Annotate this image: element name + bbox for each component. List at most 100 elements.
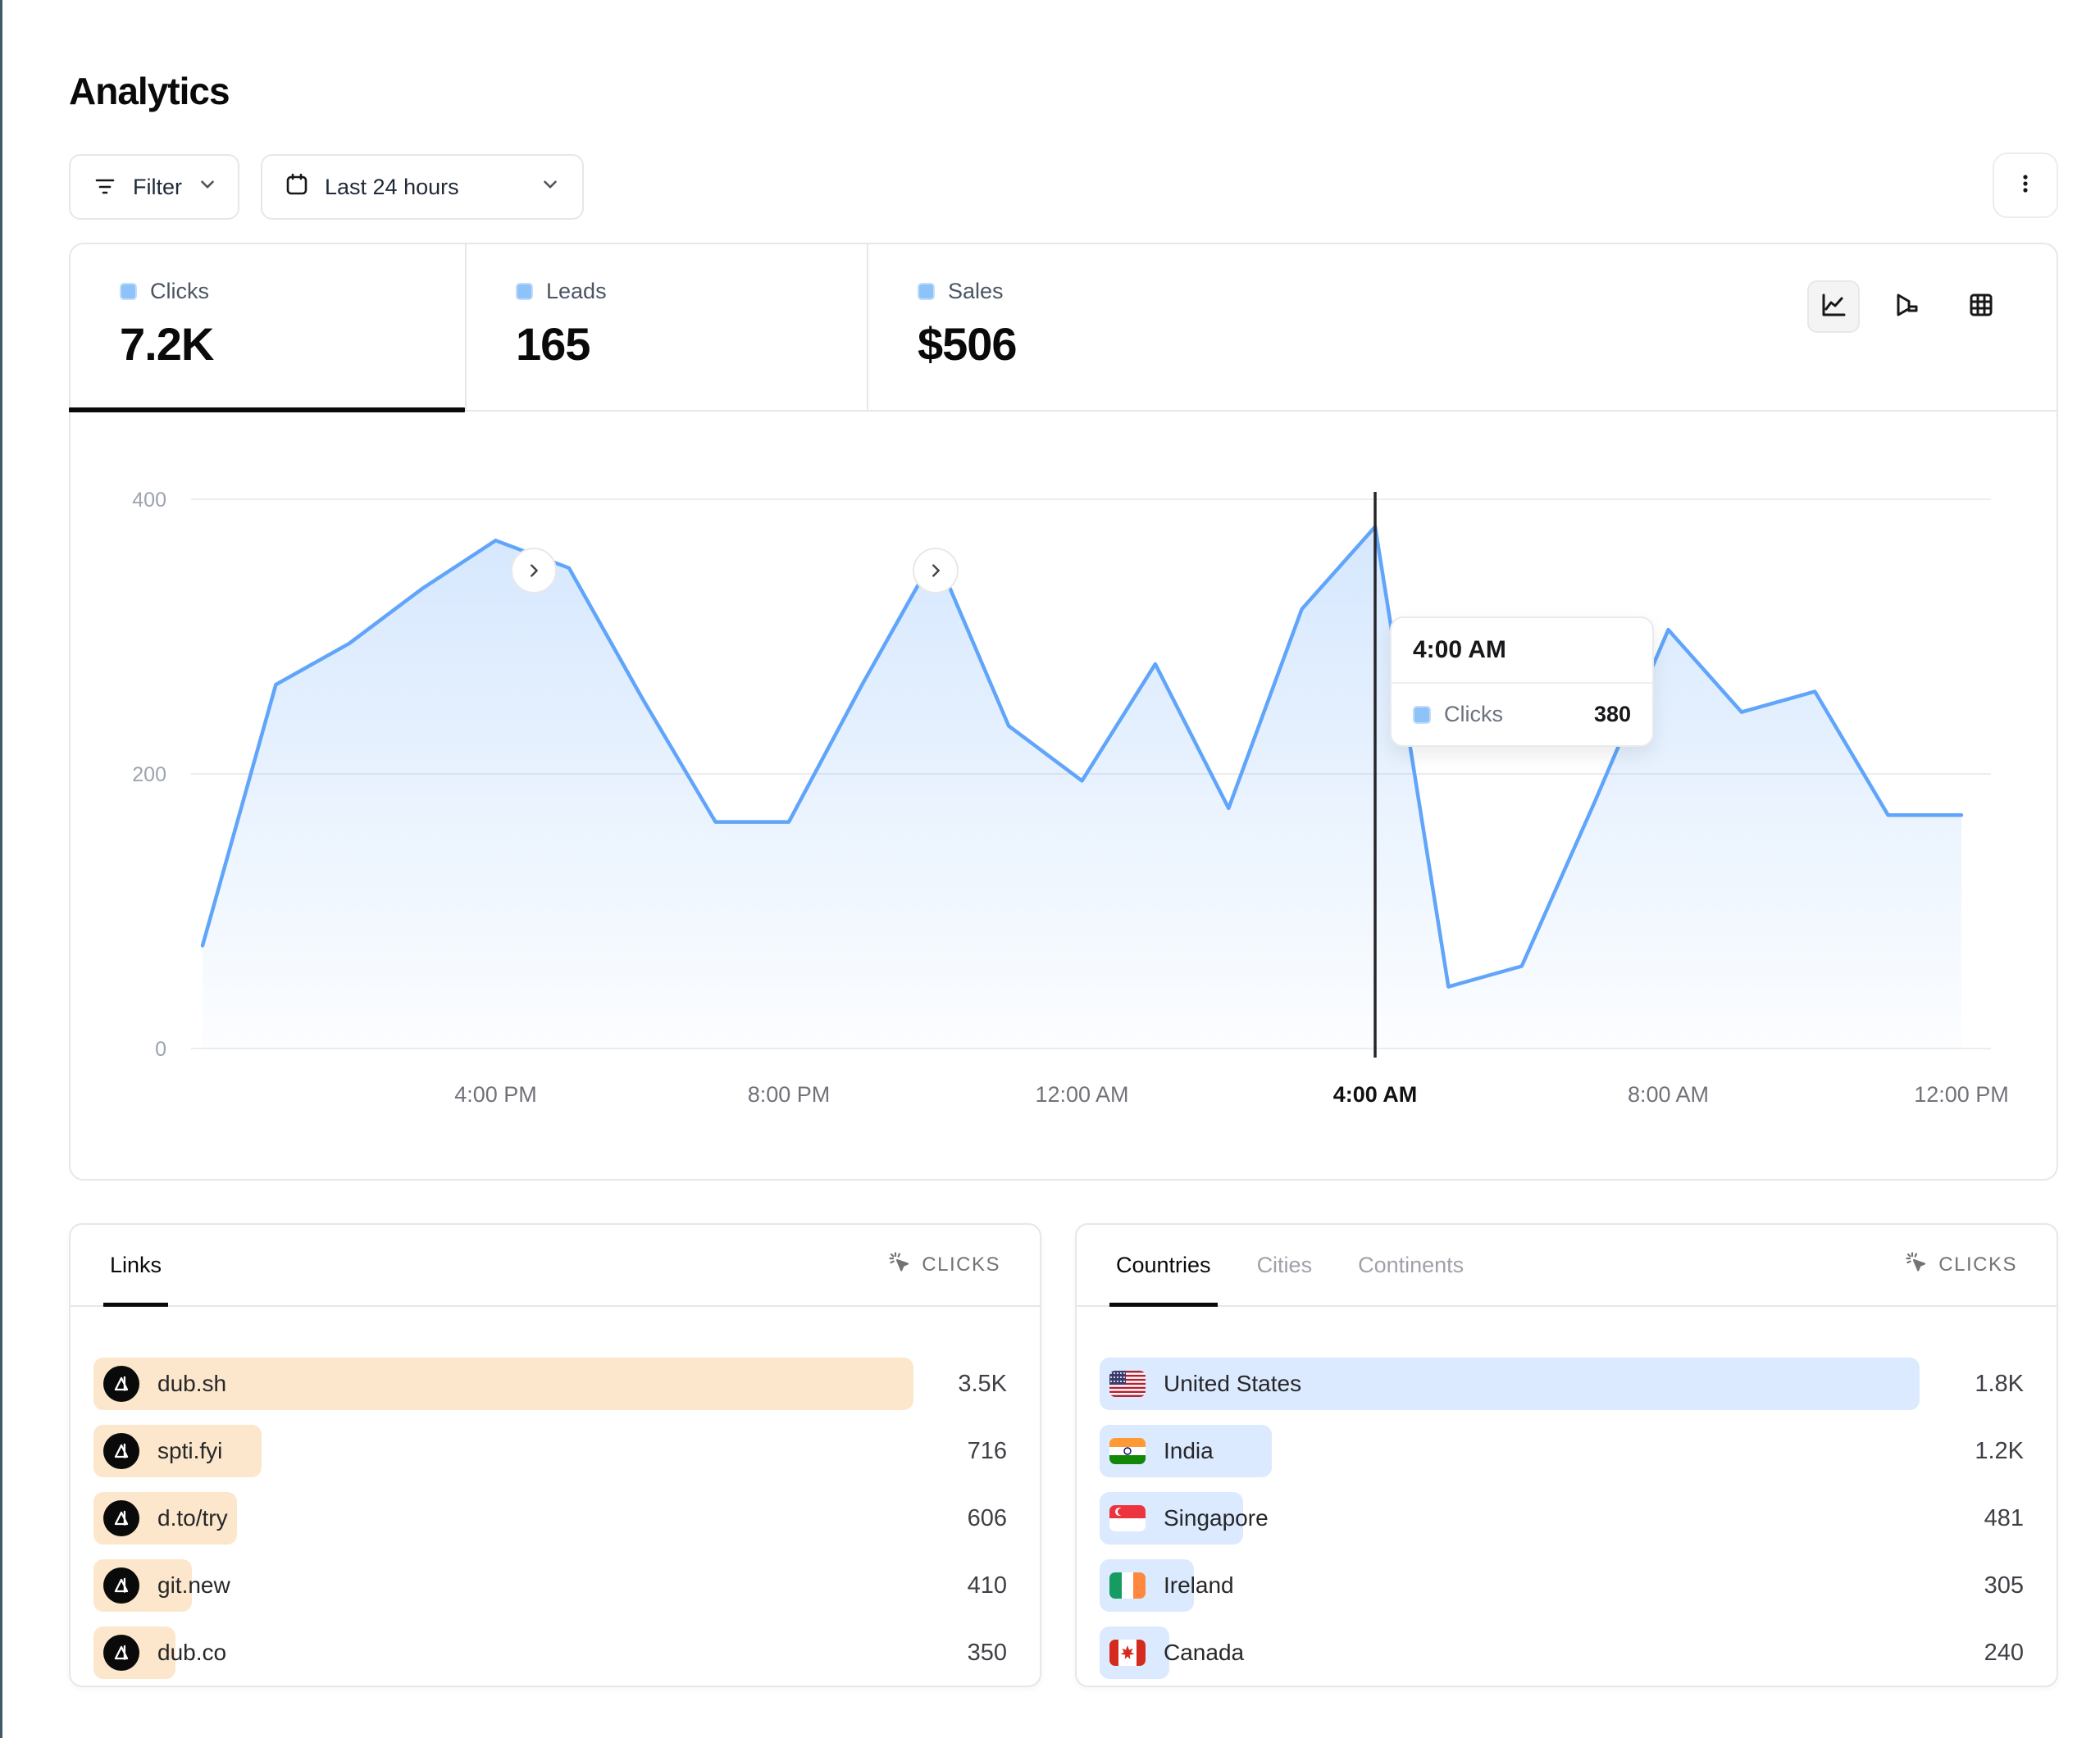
- link-label: dub.co: [157, 1640, 227, 1665]
- link-clicks-value: 716: [967, 1437, 1007, 1464]
- funnel-chart-icon: [1891, 289, 1924, 325]
- country-row[interactable]: India 1.2K: [1100, 1425, 2024, 1477]
- links-list: dub.sh 3.5K spti.fyi 716 d.to/try 606 git.new 4…: [71, 1307, 1040, 1679]
- stats-scroll-next-button[interactable]: [913, 548, 959, 594]
- dub-favicon-icon: [103, 1433, 139, 1469]
- in-flag-icon: [1109, 1438, 1146, 1464]
- stats-tabs: Clicks 7.2K Leads 165 Sales $506: [69, 244, 2057, 594]
- clicks-area-fill: [203, 526, 1961, 1049]
- leads-legend-swatch: [516, 283, 533, 300]
- countries-metric-label: CLICKS: [1938, 1253, 2017, 1276]
- country-label: Canada: [1164, 1640, 1245, 1665]
- x-axis-tick-label: 12:00 AM: [1035, 1082, 1128, 1107]
- date-range-button[interactable]: Last 24 hours: [261, 154, 584, 220]
- links-metric-label: CLICKS: [922, 1253, 1000, 1276]
- leads-total: 165: [516, 318, 590, 370]
- filter-button[interactable]: Filter: [69, 154, 239, 220]
- link-row[interactable]: dub.sh 3.5K: [93, 1358, 1007, 1410]
- sg-flag-icon: [1109, 1505, 1146, 1531]
- country-label: India: [1164, 1438, 1214, 1463]
- clicks-line: [200, 525, 1964, 989]
- dub-favicon-icon: [103, 1635, 139, 1671]
- link-row[interactable]: git.new 410: [93, 1559, 1007, 1612]
- tooltip-series-label: Clicks: [1444, 702, 1503, 726]
- countries-panel-header: Countries Cities Continents CLICKS: [1077, 1225, 2057, 1307]
- tab-links[interactable]: Links: [102, 1225, 169, 1307]
- country-row[interactable]: Ireland 305: [1100, 1559, 2024, 1612]
- tooltip-time: 4:00 AM: [1392, 618, 1652, 684]
- tooltip-value: 380: [1593, 702, 1631, 726]
- dub-favicon-icon: [103, 1567, 139, 1604]
- link-row[interactable]: dub.co 350: [93, 1627, 1007, 1679]
- cursor-click-icon: [1904, 1250, 1929, 1281]
- line-chart-icon: [1817, 289, 1850, 325]
- x-axis-tick-label: 4:00 PM: [454, 1082, 537, 1107]
- countries-panel: Countries Cities Continents CLICKS: [1075, 1223, 2058, 1687]
- analytics-chart-card: Clicks 7.2K Leads 165 Sales $506: [69, 243, 2058, 1181]
- line-chart-view-button[interactable]: [1807, 280, 1860, 333]
- clicks-legend-swatch: [120, 283, 137, 300]
- usage-bar: [1100, 1358, 1920, 1410]
- link-label: dub.sh: [157, 1371, 227, 1396]
- tooltip-legend-swatch: [1413, 705, 1431, 724]
- y-axis-tick-label: 400: [132, 489, 166, 512]
- link-clicks-value: 3.5K: [958, 1370, 1007, 1397]
- ca-flag-icon: [1109, 1640, 1146, 1666]
- more-options-button[interactable]: [1993, 152, 2058, 218]
- dub-favicon-icon: [103, 1500, 139, 1536]
- sales-total: $506: [918, 318, 1018, 370]
- usage-bar: [93, 1358, 913, 1410]
- link-label: git.new: [157, 1572, 230, 1598]
- link-row[interactable]: spti.fyi 716: [93, 1425, 1007, 1477]
- links-metric-selector[interactable]: CLICKS: [887, 1225, 1000, 1305]
- country-clicks-value: 1.2K: [1975, 1437, 2024, 1464]
- us-flag-icon: [1109, 1371, 1146, 1397]
- calendar-icon: [284, 171, 310, 203]
- country-row[interactable]: United States 1.8K: [1100, 1358, 2024, 1410]
- link-clicks-value: 606: [967, 1504, 1007, 1531]
- date-range-label: Last 24 hours: [325, 174, 459, 199]
- country-label: Singapore: [1164, 1505, 1269, 1531]
- chart-tooltip: 4:00 AM Clicks 380: [1390, 616, 1654, 747]
- tab-continents[interactable]: Continents: [1358, 1252, 1465, 1277]
- tab-countries[interactable]: Countries: [1109, 1225, 1218, 1307]
- country-clicks-value: 240: [1984, 1639, 2024, 1666]
- sales-legend-swatch: [918, 283, 935, 300]
- link-row[interactable]: d.to/try 606: [93, 1492, 1007, 1545]
- country-label: Ireland: [1164, 1572, 1234, 1598]
- y-axis-tick-label: 0: [155, 1038, 166, 1061]
- clicks-time-series-chart[interactable]: 0 200 400 4:00 PM 8:00 PM 12:00 AM 4:00 AM 8:00…: [71, 412, 2057, 1179]
- x-axis-tick-label: 8:00 AM: [1628, 1082, 1709, 1107]
- filter-button-label: Filter: [133, 174, 182, 199]
- funnel-view-button[interactable]: [1881, 280, 1934, 333]
- tab-sales[interactable]: Sales $506: [867, 244, 2057, 410]
- x-axis-tick-label: 12:00 PM: [1914, 1082, 2009, 1107]
- page-title: Analytics: [69, 70, 230, 112]
- tab-cities[interactable]: Cities: [1256, 1252, 1313, 1277]
- country-row[interactable]: Singapore 481: [1100, 1492, 2024, 1545]
- link-label: d.to/try: [157, 1505, 228, 1531]
- table-view-button[interactable]: [1955, 280, 2007, 333]
- clicks-total: 7.2K: [120, 318, 214, 370]
- cursor-click-icon: [887, 1250, 912, 1281]
- table-grid-icon: [1965, 289, 1998, 325]
- link-clicks-value: 350: [967, 1639, 1007, 1666]
- filter-icon: [92, 171, 118, 203]
- country-label: United States: [1164, 1371, 1302, 1396]
- tab-clicks[interactable]: Clicks 7.2K: [69, 244, 465, 412]
- chevron-down-icon: [540, 174, 561, 201]
- country-row[interactable]: Canada 240: [1100, 1627, 2024, 1679]
- x-axis-tick-label: 8:00 PM: [748, 1082, 831, 1107]
- chart-type-switcher: [1807, 280, 2007, 333]
- x-axis-tick-label: 4:00 AM: [1333, 1082, 1418, 1107]
- stats-scroll-next-button[interactable]: [511, 548, 557, 594]
- chevron-down-icon: [197, 174, 218, 201]
- dub-favicon-icon: [103, 1366, 139, 1402]
- window-edge-accent: [0, 0, 2, 1738]
- kebab-icon: [2013, 171, 2038, 200]
- clicks-tab-label: Clicks: [150, 279, 209, 303]
- countries-metric-selector[interactable]: CLICKS: [1904, 1225, 2017, 1305]
- tab-leads[interactable]: Leads 165: [465, 244, 867, 410]
- links-panel-header: Links CLICKS: [71, 1225, 1040, 1307]
- countries-list: United States 1.8K India 1.2K Singapore 481 Ir…: [1077, 1307, 2057, 1679]
